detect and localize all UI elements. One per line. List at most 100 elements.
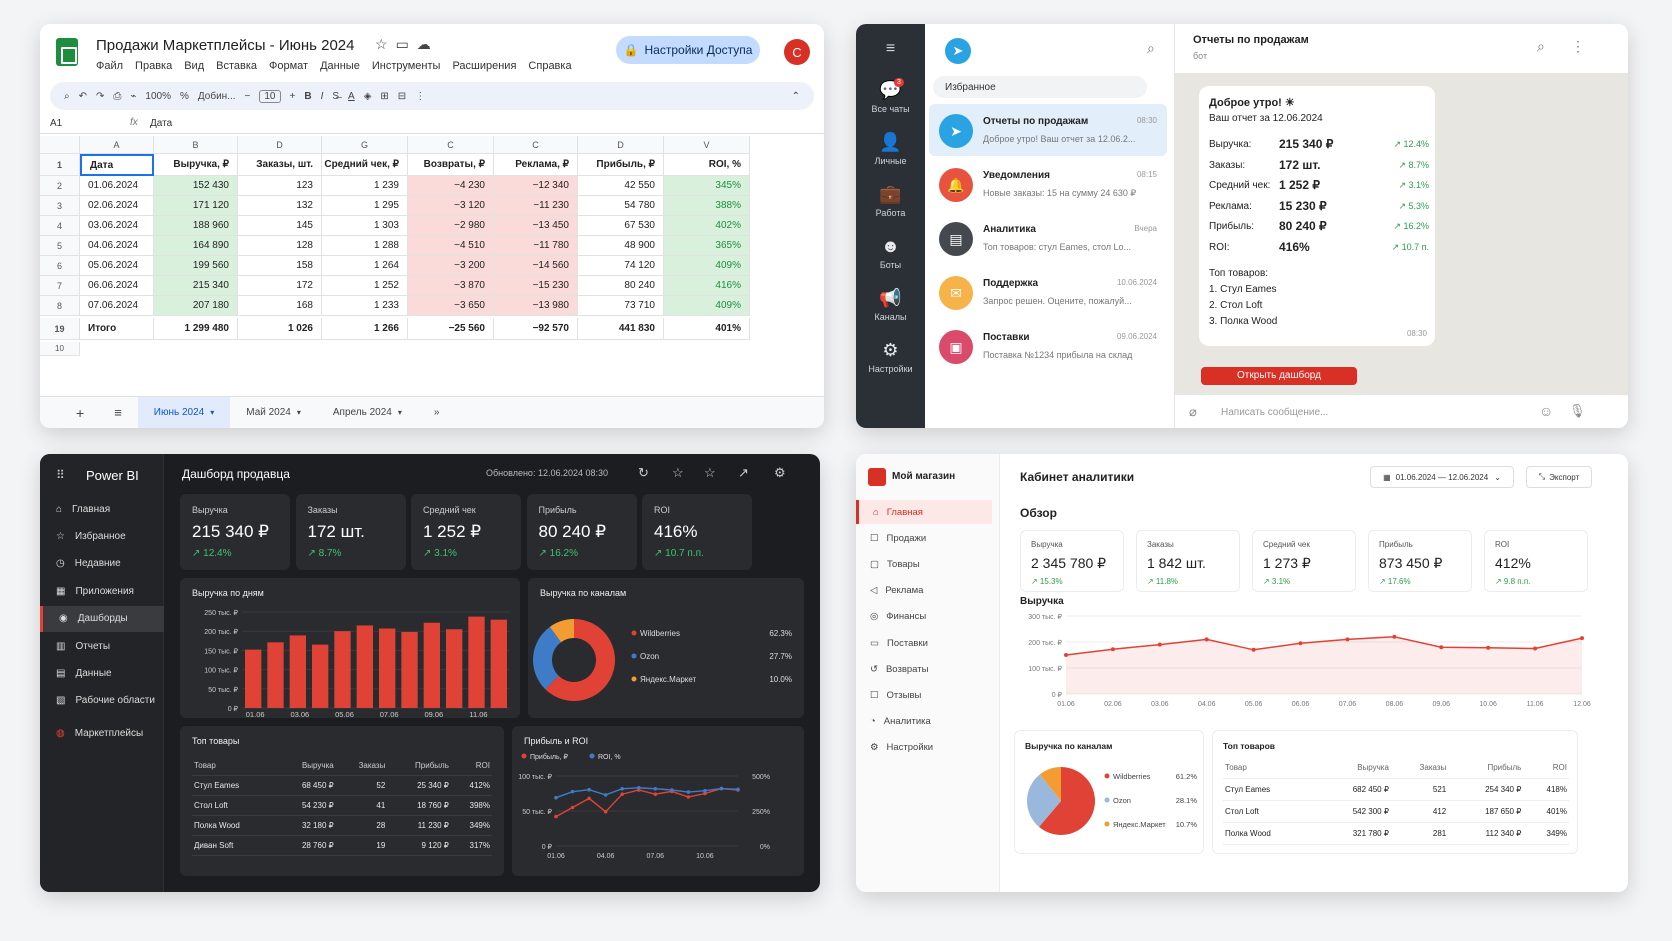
italic-button[interactable]: I: [320, 90, 324, 102]
emoji-icon[interactable]: ☺: [1539, 403, 1554, 419]
folder-bot[interactable]: ☻ Боты: [856, 236, 925, 270]
cell[interactable]: −14 560: [494, 256, 578, 276]
cell[interactable]: 1 239: [322, 176, 408, 196]
menu-item[interactable]: Правка: [135, 60, 173, 72]
menu-item[interactable]: Справка: [528, 60, 572, 72]
nav-apps[interactable]: ▦ Приложения: [40, 578, 164, 604]
open-dashboard-button[interactable]: Открыть дашборд: [1201, 367, 1357, 385]
cell[interactable]: 05.06.2024: [80, 256, 154, 276]
cell[interactable]: 03.06.2024: [80, 216, 154, 236]
cell[interactable]: −15 230: [494, 276, 578, 296]
data-point[interactable]: [653, 786, 658, 791]
cell[interactable]: 04.06.2024: [80, 236, 154, 256]
cell[interactable]: V: [664, 136, 750, 154]
percent-format-button[interactable]: %: [180, 90, 189, 102]
table-row[interactable]: Полка Wood 321 780 ₽281 112 340 ₽349%: [1223, 822, 1569, 845]
font-size-input[interactable]: 10: [259, 89, 281, 103]
cell[interactable]: 188 960: [154, 216, 238, 236]
data-point[interactable]: [587, 796, 591, 801]
spreadsheet-grid[interactable]: A B D G C C D V 1 Дата Выручка, ₽ Заказы, шт. Средни…: [40, 136, 824, 396]
bar[interactable]: [490, 619, 507, 708]
pie-slice[interactable]: [549, 619, 574, 643]
cell[interactable]: 158: [238, 256, 322, 276]
data-point[interactable]: [1157, 642, 1162, 647]
cell[interactable]: 1 233: [322, 296, 408, 316]
nav-return[interactable]: ↺ Возвраты: [856, 657, 992, 681]
cell[interactable]: D: [578, 136, 664, 154]
cell[interactable]: 401%: [664, 318, 750, 340]
cell[interactable]: 441 830: [578, 318, 664, 340]
table-row[interactable]: Стол Loft 54 230 ₽41 18 760 ₽398%: [192, 795, 492, 816]
cell[interactable]: 132: [238, 196, 322, 216]
cell[interactable]: 145: [238, 216, 322, 236]
cell[interactable]: −92 570: [494, 318, 578, 340]
chat-item[interactable]: ✉ Поддержка 10.06.2024 Запрос решен. Оценит…: [929, 266, 1167, 318]
sheet-tab[interactable]: Май 2024 ▾: [230, 397, 317, 429]
data-point[interactable]: [570, 805, 575, 810]
menu-item[interactable]: Расширения: [452, 60, 517, 72]
cell[interactable]: 164 890: [154, 236, 238, 256]
title-icons[interactable]: ☆▭☁: [375, 36, 439, 53]
data-point[interactable]: [736, 787, 740, 792]
redo-icon[interactable]: ↷: [96, 90, 105, 102]
nav-dashboard[interactable]: ◉ Дашборды: [40, 605, 164, 632]
cell[interactable]: 172: [238, 276, 322, 296]
more-icon[interactable]: ⋮: [415, 90, 426, 102]
sheet-tab[interactable]: Июнь 2024 ▾: [137, 396, 231, 428]
cell[interactable]: D: [238, 136, 322, 154]
share-icon[interactable]: ↗: [738, 465, 749, 480]
data-point[interactable]: [620, 786, 624, 791]
collapse-icon[interactable]: ⌃: [791, 90, 800, 102]
cell[interactable]: 152 430: [154, 176, 238, 196]
hamburger-icon[interactable]: ≡: [885, 40, 896, 57]
more-sheets-icon[interactable]: »: [433, 407, 440, 418]
bar[interactable]: [334, 631, 351, 708]
cell[interactable]: 48 900: [578, 236, 664, 256]
text-color-icon[interactable]: A: [348, 90, 355, 102]
bar[interactable]: [245, 649, 262, 708]
pie-slice[interactable]: [545, 619, 615, 701]
cell[interactable]: −2 980: [408, 216, 494, 236]
bar[interactable]: [312, 644, 329, 708]
cell[interactable]: −13 980: [494, 296, 578, 316]
cell[interactable]: ROI, %: [664, 154, 750, 176]
data-point[interactable]: [1251, 647, 1256, 652]
menu-item[interactable]: Вставка: [216, 60, 258, 72]
data-point[interactable]: [570, 789, 575, 794]
cell[interactable]: 1 299 480: [154, 318, 238, 340]
cell[interactable]: 80 240: [578, 276, 664, 296]
menu-item[interactable]: Инструменты: [371, 60, 441, 72]
data-point[interactable]: [554, 795, 558, 800]
nav-star[interactable]: ☆ Избранное: [40, 523, 164, 549]
nav-cart[interactable]: ☐ Продажи: [856, 526, 992, 550]
cell[interactable]: 388%: [664, 196, 750, 216]
data-point[interactable]: [1486, 645, 1491, 650]
nav-home[interactable]: ⌂ Главная: [40, 496, 164, 522]
menu-item[interactable]: Формат: [269, 60, 309, 72]
nav-truck[interactable]: ▭ Поставки: [856, 631, 992, 655]
cell[interactable]: 345%: [664, 176, 750, 196]
cell-reference[interactable]: A1: [50, 118, 63, 129]
data-point[interactable]: [603, 809, 608, 814]
cell[interactable]: 54 780: [578, 196, 664, 216]
cell[interactable]: 1 264: [322, 256, 408, 276]
cell[interactable]: 416%: [664, 276, 750, 296]
cell[interactable]: G: [322, 136, 408, 154]
cell[interactable]: Средний чек, ₽: [322, 154, 408, 176]
search-icon[interactable]: ⌕: [1537, 38, 1545, 54]
cell[interactable]: 1 303: [322, 216, 408, 236]
borders-icon[interactable]: ⊞: [380, 90, 389, 102]
folder-settings[interactable]: ⚙ Настройки: [856, 340, 925, 374]
pie-slice[interactable]: [1027, 774, 1061, 827]
pie-slice[interactable]: [533, 626, 562, 690]
chat-item[interactable]: ▣ Поставки 09.06.2024 Поставка №1234 прибыл…: [929, 320, 1167, 372]
microphone-icon[interactable]: 🎙: [1569, 403, 1586, 418]
bookmark-icon[interactable]: ☆: [704, 465, 716, 480]
settings-icon[interactable]: ⚙: [774, 465, 786, 480]
paint-format-icon[interactable]: ⌁: [130, 90, 137, 102]
data-point[interactable]: [703, 788, 707, 793]
folder-icon[interactable]: ▭: [395, 36, 417, 52]
cell[interactable]: 365%: [664, 236, 750, 256]
cell[interactable]: 67 530: [578, 216, 664, 236]
data-point[interactable]: [653, 792, 658, 796]
